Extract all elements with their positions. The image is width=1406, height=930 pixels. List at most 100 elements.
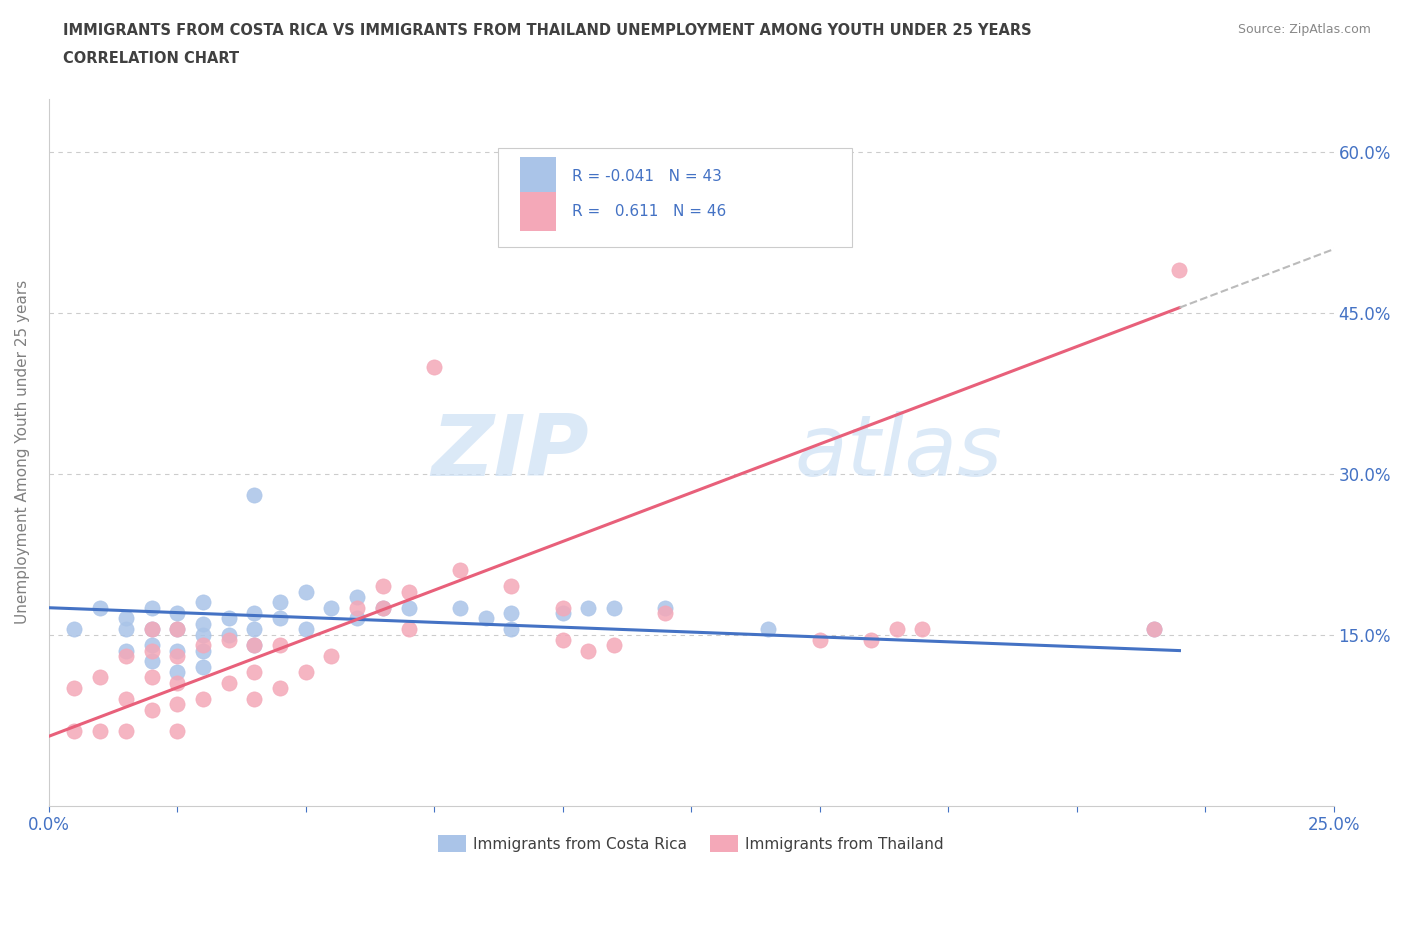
- Point: [321, 648, 343, 663]
- Point: [141, 654, 163, 669]
- Point: [603, 600, 626, 615]
- Point: [243, 487, 266, 502]
- Point: [243, 638, 266, 653]
- Text: atlas: atlas: [794, 411, 1002, 494]
- Point: [191, 627, 214, 642]
- Point: [654, 605, 676, 620]
- Point: [89, 600, 111, 615]
- Point: [886, 622, 908, 637]
- Point: [115, 622, 138, 637]
- FancyBboxPatch shape: [520, 157, 557, 196]
- Point: [63, 622, 86, 637]
- Point: [191, 617, 214, 631]
- Point: [576, 600, 599, 615]
- Point: [423, 359, 446, 374]
- Point: [243, 638, 266, 653]
- Point: [141, 702, 163, 717]
- Point: [346, 611, 368, 626]
- FancyBboxPatch shape: [499, 148, 852, 247]
- Point: [501, 578, 523, 593]
- Point: [294, 622, 316, 637]
- Point: [269, 681, 291, 696]
- Point: [398, 584, 420, 599]
- Point: [551, 600, 574, 615]
- Point: [1143, 622, 1166, 637]
- Point: [449, 563, 471, 578]
- Point: [269, 638, 291, 653]
- Point: [191, 644, 214, 658]
- Point: [141, 644, 163, 658]
- Point: [603, 638, 626, 653]
- Point: [218, 632, 240, 647]
- Point: [269, 595, 291, 610]
- Point: [115, 691, 138, 706]
- Point: [398, 600, 420, 615]
- Point: [371, 600, 394, 615]
- Point: [860, 632, 883, 647]
- Point: [166, 622, 188, 637]
- FancyBboxPatch shape: [520, 193, 557, 232]
- Point: [166, 605, 188, 620]
- Point: [269, 611, 291, 626]
- Point: [294, 584, 316, 599]
- Point: [63, 724, 86, 738]
- Legend: Immigrants from Costa Rica, Immigrants from Thailand: Immigrants from Costa Rica, Immigrants f…: [432, 829, 950, 858]
- Point: [551, 605, 574, 620]
- Point: [371, 578, 394, 593]
- Point: [115, 611, 138, 626]
- Point: [89, 724, 111, 738]
- Point: [166, 644, 188, 658]
- Point: [243, 691, 266, 706]
- Text: CORRELATION CHART: CORRELATION CHART: [63, 51, 239, 66]
- Point: [551, 632, 574, 647]
- Point: [1168, 262, 1191, 277]
- Point: [191, 638, 214, 653]
- Point: [115, 648, 138, 663]
- Text: R =   0.611   N = 46: R = 0.611 N = 46: [572, 205, 725, 219]
- Point: [501, 605, 523, 620]
- Point: [243, 622, 266, 637]
- Point: [808, 632, 831, 647]
- Point: [243, 605, 266, 620]
- Text: R = -0.041   N = 43: R = -0.041 N = 43: [572, 169, 721, 184]
- Point: [501, 622, 523, 637]
- Text: Source: ZipAtlas.com: Source: ZipAtlas.com: [1237, 23, 1371, 36]
- Point: [191, 691, 214, 706]
- Point: [654, 600, 676, 615]
- Point: [63, 681, 86, 696]
- Point: [474, 611, 496, 626]
- Point: [141, 622, 163, 637]
- Point: [191, 595, 214, 610]
- Point: [321, 600, 343, 615]
- Point: [115, 644, 138, 658]
- Point: [166, 675, 188, 690]
- Point: [166, 697, 188, 711]
- Point: [141, 638, 163, 653]
- Point: [243, 665, 266, 680]
- Point: [911, 622, 934, 637]
- Point: [294, 665, 316, 680]
- Y-axis label: Unemployment Among Youth under 25 years: Unemployment Among Youth under 25 years: [15, 280, 30, 624]
- Point: [756, 622, 779, 637]
- Point: [218, 627, 240, 642]
- Point: [371, 600, 394, 615]
- Point: [166, 665, 188, 680]
- Text: IMMIGRANTS FROM COSTA RICA VS IMMIGRANTS FROM THAILAND UNEMPLOYMENT AMONG YOUTH : IMMIGRANTS FROM COSTA RICA VS IMMIGRANTS…: [63, 23, 1032, 38]
- Point: [346, 590, 368, 604]
- Point: [218, 611, 240, 626]
- Point: [141, 622, 163, 637]
- Point: [346, 600, 368, 615]
- Point: [191, 659, 214, 674]
- Point: [141, 600, 163, 615]
- Point: [1143, 622, 1166, 637]
- Point: [398, 622, 420, 637]
- Point: [141, 670, 163, 684]
- Point: [166, 724, 188, 738]
- Text: ZIP: ZIP: [430, 411, 588, 494]
- Point: [166, 648, 188, 663]
- Point: [115, 724, 138, 738]
- Point: [166, 622, 188, 637]
- Point: [576, 644, 599, 658]
- Point: [218, 675, 240, 690]
- Point: [89, 670, 111, 684]
